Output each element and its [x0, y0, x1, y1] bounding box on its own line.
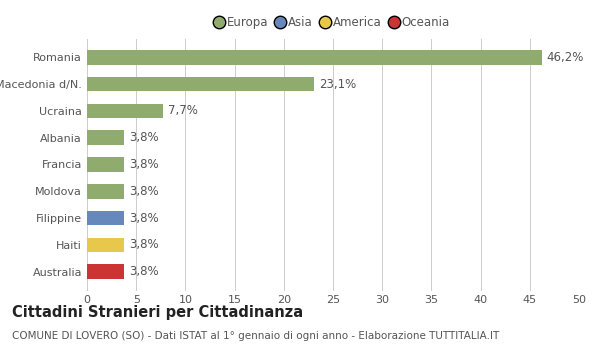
Bar — [87, 104, 163, 118]
Text: 7,7%: 7,7% — [167, 104, 197, 117]
Bar — [87, 184, 124, 199]
Legend: Europa, Asia, America, Oceania: Europa, Asia, America, Oceania — [211, 12, 455, 34]
Text: 3,8%: 3,8% — [130, 265, 159, 278]
Bar — [87, 50, 542, 65]
Bar — [87, 130, 124, 145]
Bar — [87, 238, 124, 252]
Text: 3,8%: 3,8% — [130, 185, 159, 198]
Text: COMUNE DI LOVERO (SO) - Dati ISTAT al 1° gennaio di ogni anno - Elaborazione TUT: COMUNE DI LOVERO (SO) - Dati ISTAT al 1°… — [12, 331, 499, 341]
Text: 3,8%: 3,8% — [130, 158, 159, 171]
Text: 3,8%: 3,8% — [130, 131, 159, 144]
Text: 3,8%: 3,8% — [130, 238, 159, 251]
Text: 23,1%: 23,1% — [319, 78, 356, 91]
Text: 46,2%: 46,2% — [547, 51, 584, 64]
Bar — [87, 264, 124, 279]
Bar — [87, 157, 124, 172]
Bar — [87, 211, 124, 225]
Text: 3,8%: 3,8% — [130, 212, 159, 225]
Bar — [87, 77, 314, 91]
Text: Cittadini Stranieri per Cittadinanza: Cittadini Stranieri per Cittadinanza — [12, 304, 303, 320]
